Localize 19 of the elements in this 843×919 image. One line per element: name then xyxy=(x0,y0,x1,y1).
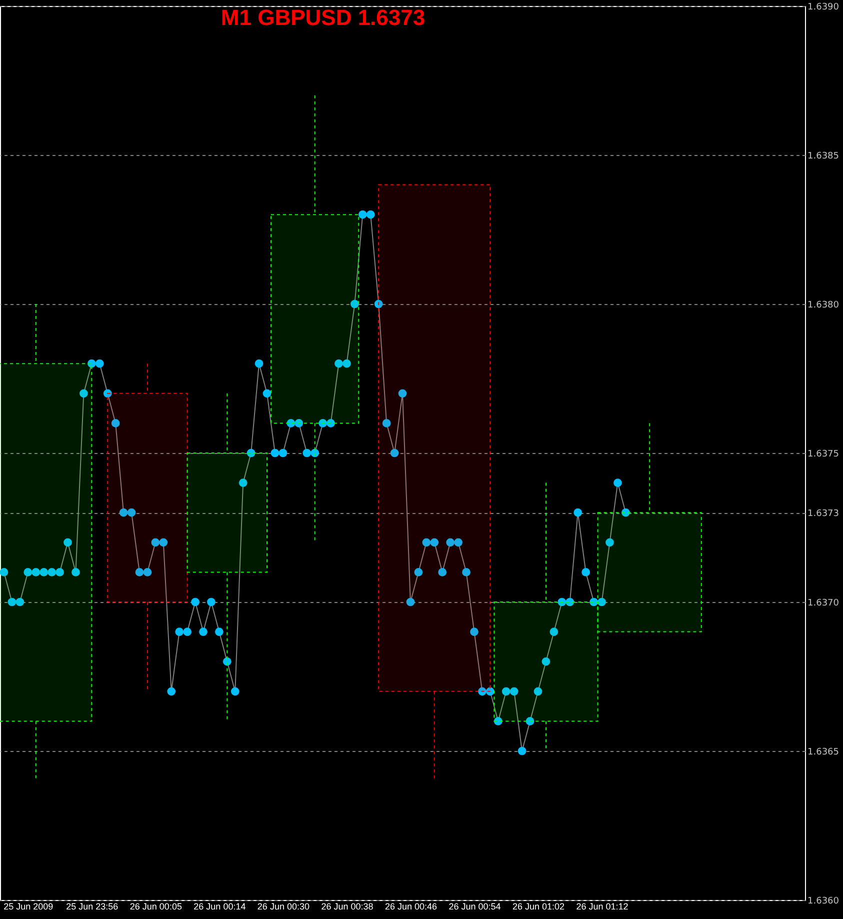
x-tick-label: 26 Jun 01:12 xyxy=(576,902,628,912)
x-tick-label: 26 Jun 01:02 xyxy=(512,902,565,912)
y-tick-label: 1.6365 xyxy=(808,748,839,758)
x-tick-label: 26 Jun 00:38 xyxy=(321,902,374,912)
x-tick-label: 26 Jun 00:54 xyxy=(448,902,501,912)
x-tick-label: 25 Jun 2009 xyxy=(4,902,54,912)
x-tick-label: 26 Jun 00:30 xyxy=(257,902,310,912)
x-tick-label: 26 Jun 00:05 xyxy=(130,902,182,912)
x-tick-label: 25 Jun 23:56 xyxy=(66,902,118,912)
y-tick-label: 1.6390 xyxy=(808,2,840,12)
y-tick-label: 1.6385 xyxy=(808,152,839,162)
y-tick-label: 1.6375 xyxy=(808,450,839,460)
x-tick-label: 26 Jun 00:14 xyxy=(194,902,246,912)
x-tick-label: 26 Jun 00:46 xyxy=(384,902,437,912)
y-tick-label: 1.6360 xyxy=(808,896,840,906)
y-tick-label: 1.6380 xyxy=(808,300,840,310)
y-tick-label: 1.6370 xyxy=(808,598,840,608)
y-tick-label: 1.6373 xyxy=(808,509,839,520)
chart-title: M1 GBPUSD 1.6373 xyxy=(220,5,426,30)
